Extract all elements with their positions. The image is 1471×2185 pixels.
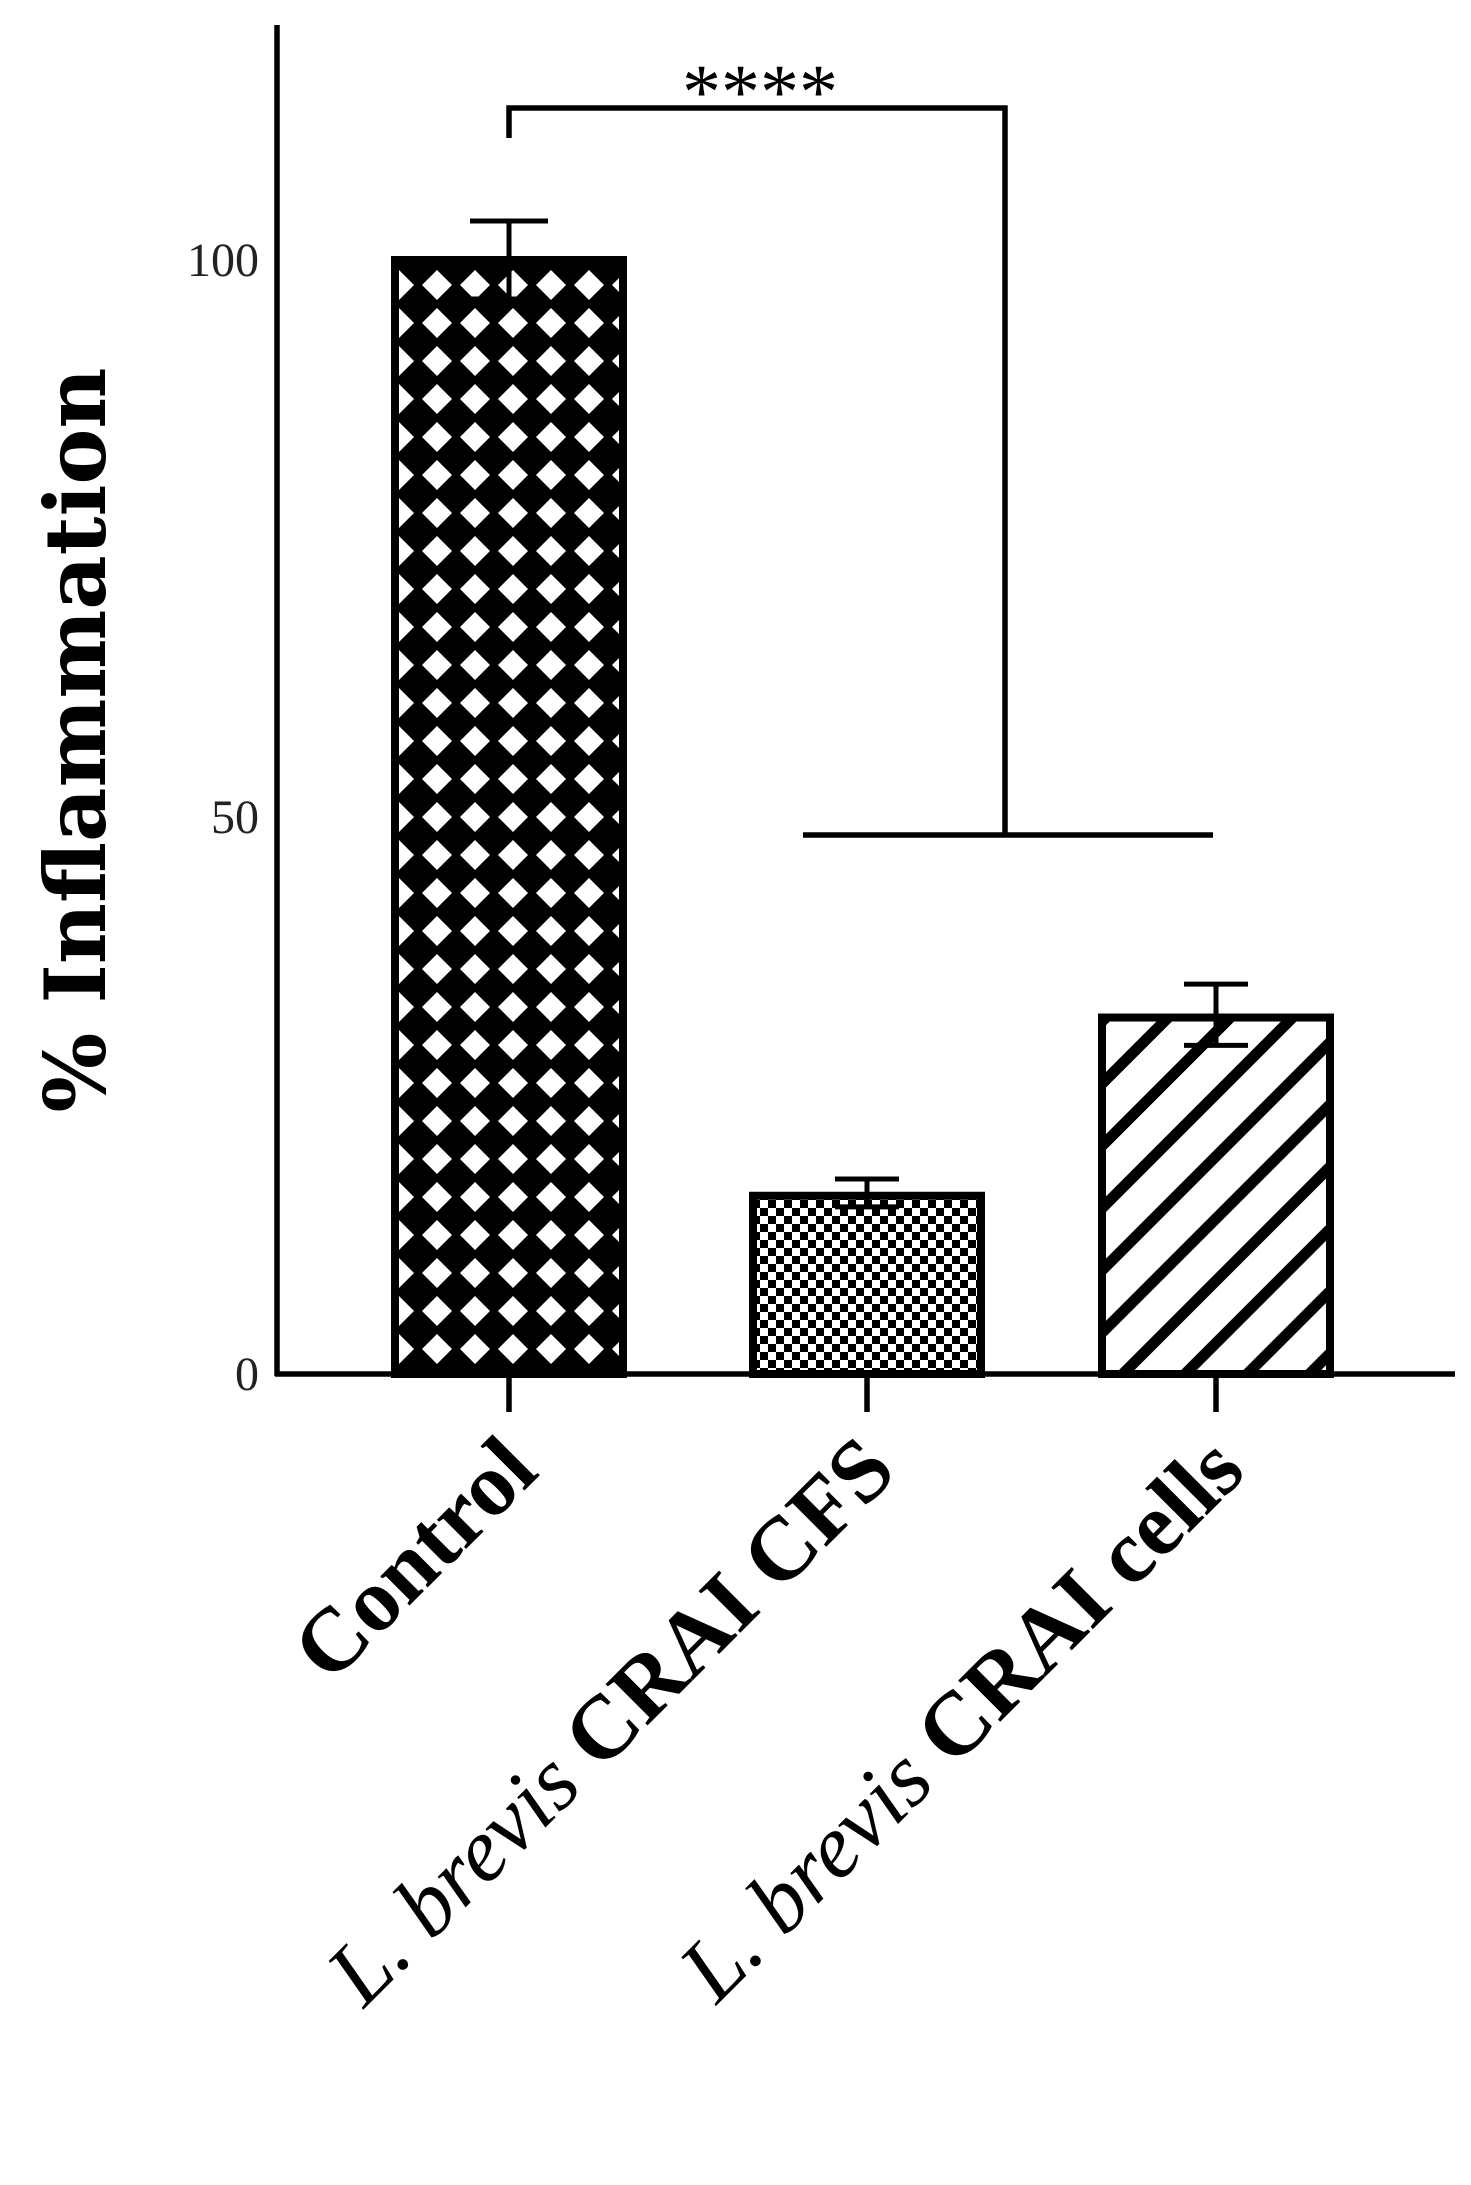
x-category-label-plain: CRAI CFS [544,1418,913,1787]
x-category-label-italic: L. brevis [659,1713,967,2021]
significance-bracket: **** [506,48,1213,838]
y-tick-label: 0 [235,1348,259,1401]
y-tick-label: 50 [211,791,259,844]
y-axis: 0 50 100 [187,25,280,1401]
x-axis [275,1371,1455,1412]
x-category-label: L. brevis CRAI cells [659,1418,1262,2021]
error-bars-group [470,218,1248,1210]
bar-1 [749,1191,985,1379]
bars-group [391,256,1334,1379]
x-category-label-italic: L. brevis [307,1717,615,2025]
bar-2 [1098,1013,1334,1379]
y-tick-label: 100 [187,234,259,287]
bar-0 [391,256,627,1378]
significance-stars: **** [682,48,838,135]
x-category-label: Control [274,1418,555,1699]
y-axis-label: % Inflammation [26,368,125,1113]
significance-line [506,105,1008,835]
x-category-label-plain: CRAI cells [897,1418,1262,1783]
x-category-label-text: Control [274,1418,555,1699]
